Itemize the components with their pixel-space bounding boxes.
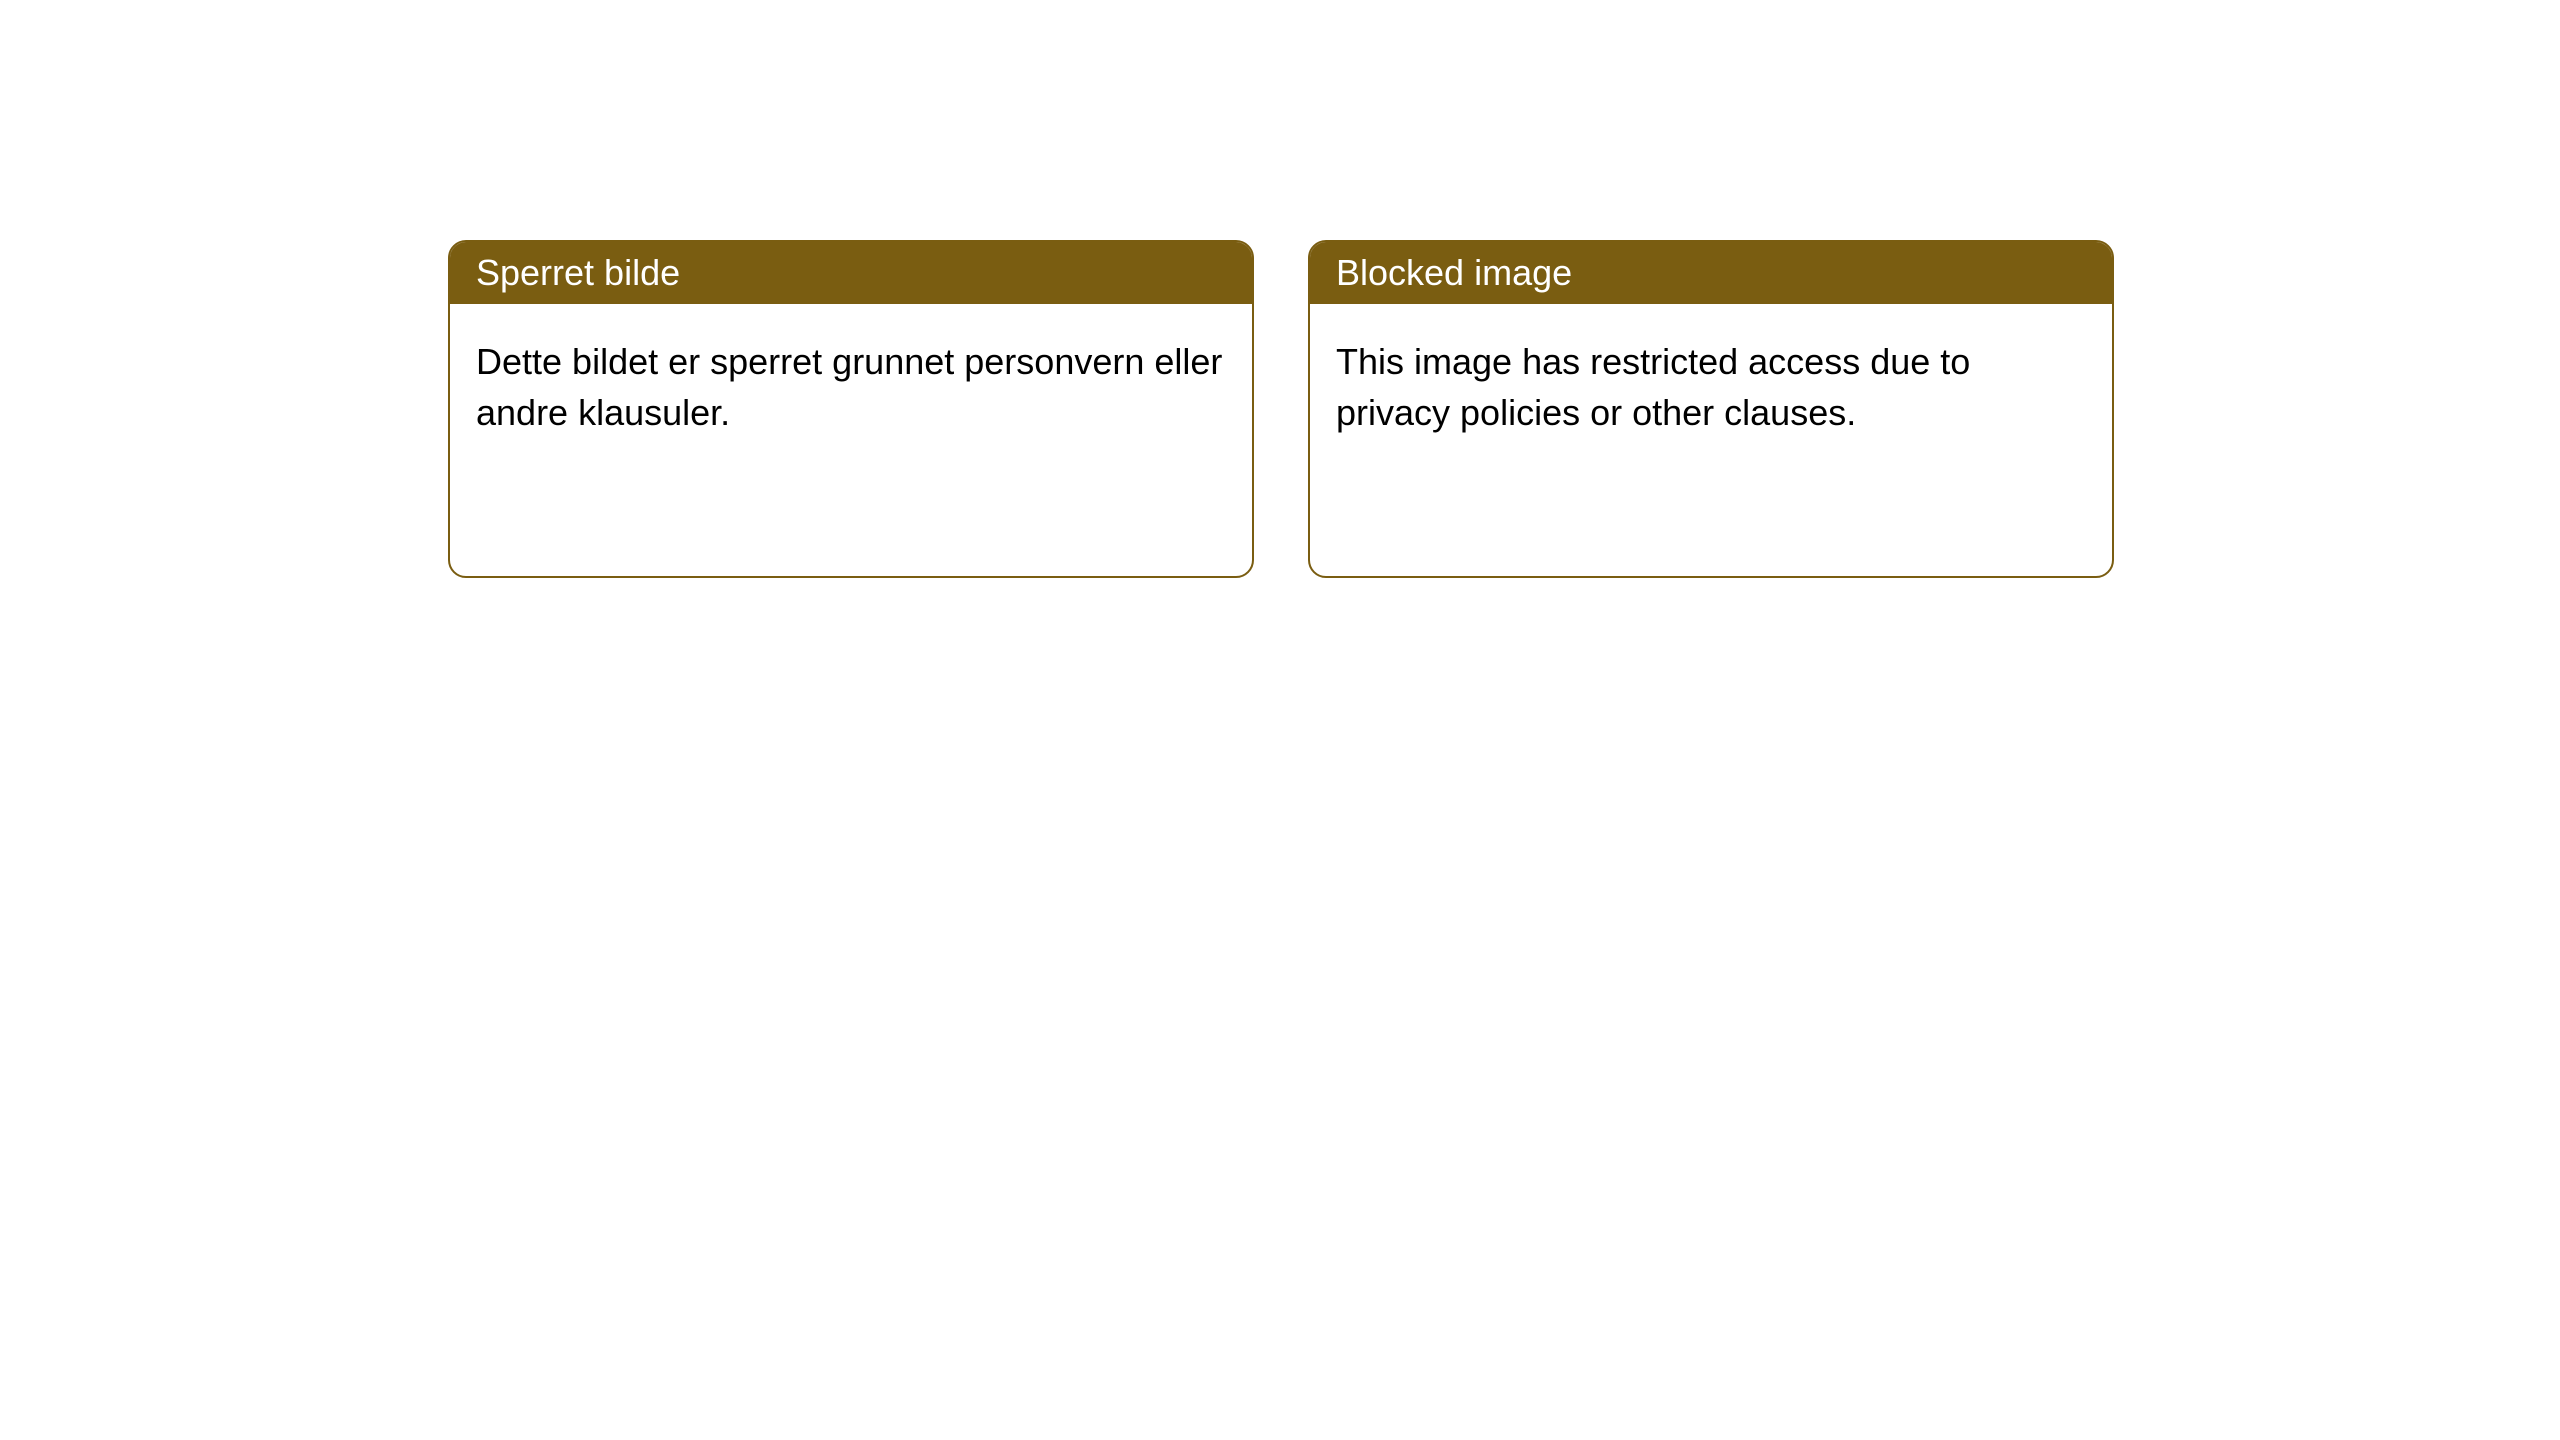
panel-body-norwegian: Dette bildet er sperret grunnet personve… <box>450 304 1252 470</box>
panels-container: Sperret bilde Dette bildet er sperret gr… <box>0 0 2560 578</box>
panel-english: Blocked image This image has restricted … <box>1308 240 2114 578</box>
panel-norwegian: Sperret bilde Dette bildet er sperret gr… <box>448 240 1254 578</box>
panel-body-english: This image has restricted access due to … <box>1310 304 2112 470</box>
panel-header-norwegian: Sperret bilde <box>450 242 1252 304</box>
panel-header-english: Blocked image <box>1310 242 2112 304</box>
